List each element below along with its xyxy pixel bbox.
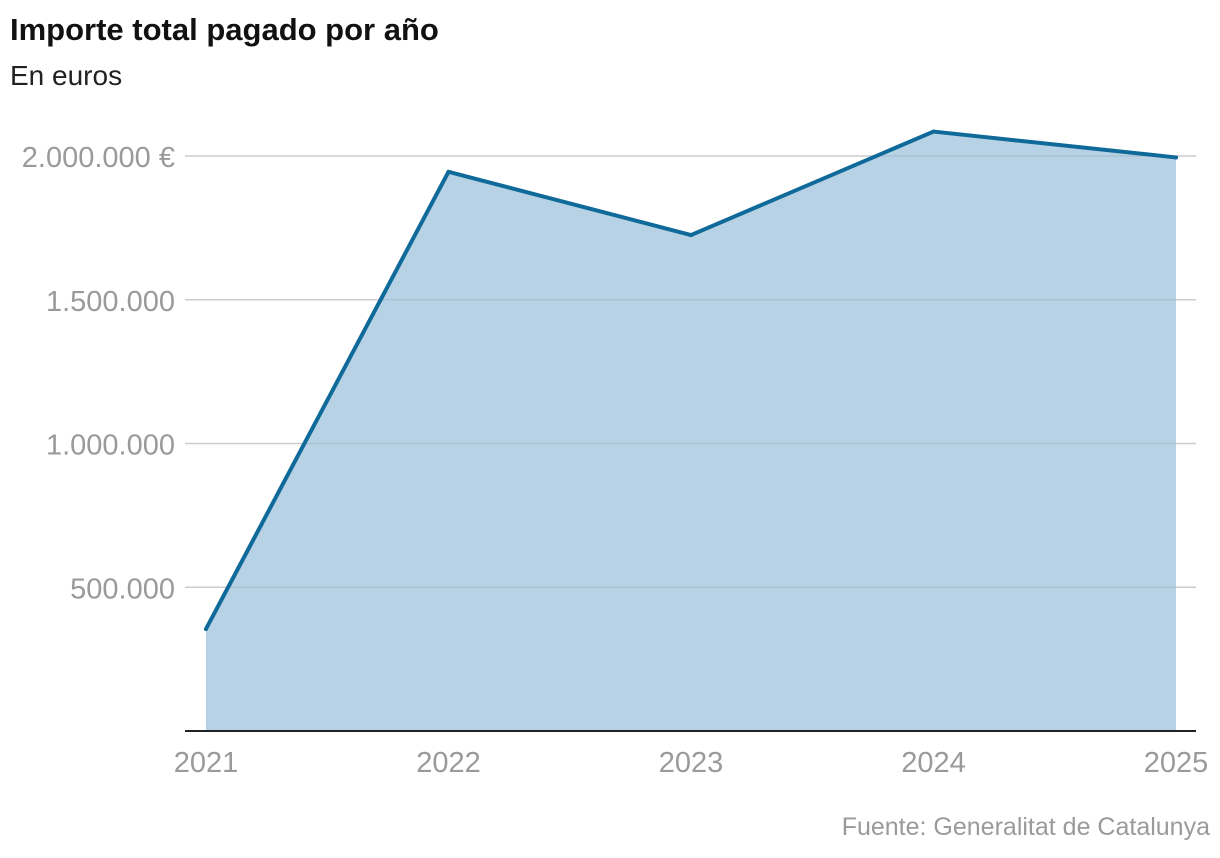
data-point-2024 bbox=[931, 129, 936, 134]
y-tick-label: 1.000.000 bbox=[46, 430, 175, 462]
source-note: Fuente: Generalitat de Catalunya bbox=[841, 813, 1210, 841]
x-tick-label: 2022 bbox=[416, 747, 481, 779]
area-fill bbox=[206, 131, 1176, 731]
x-tick-label: 2024 bbox=[901, 747, 966, 779]
data-point-2023 bbox=[689, 233, 693, 238]
y-tick-labels: 500.000 1.000.000 1.500.000 2.000.000 € bbox=[22, 142, 175, 605]
y-tick-label: 2.000.000 € bbox=[22, 142, 175, 174]
data-point-2022 bbox=[446, 169, 451, 174]
data-point-2021 bbox=[204, 626, 208, 631]
data-point-2025 bbox=[1174, 155, 1178, 160]
area-layer bbox=[185, 129, 1196, 732]
x-tick-label: 2025 bbox=[1144, 747, 1209, 779]
x-tick-label: 2023 bbox=[659, 747, 724, 779]
x-tick-label: 2021 bbox=[174, 747, 239, 779]
x-tick-labels: 2021 2022 2023 2024 2025 bbox=[174, 747, 1209, 779]
chart-subtitle: En euros bbox=[10, 60, 123, 91]
chart-title: Importe total pagado por año bbox=[10, 12, 439, 47]
y-tick-label: 500.000 bbox=[70, 573, 175, 605]
y-tick-label: 1.500.000 bbox=[46, 286, 175, 318]
